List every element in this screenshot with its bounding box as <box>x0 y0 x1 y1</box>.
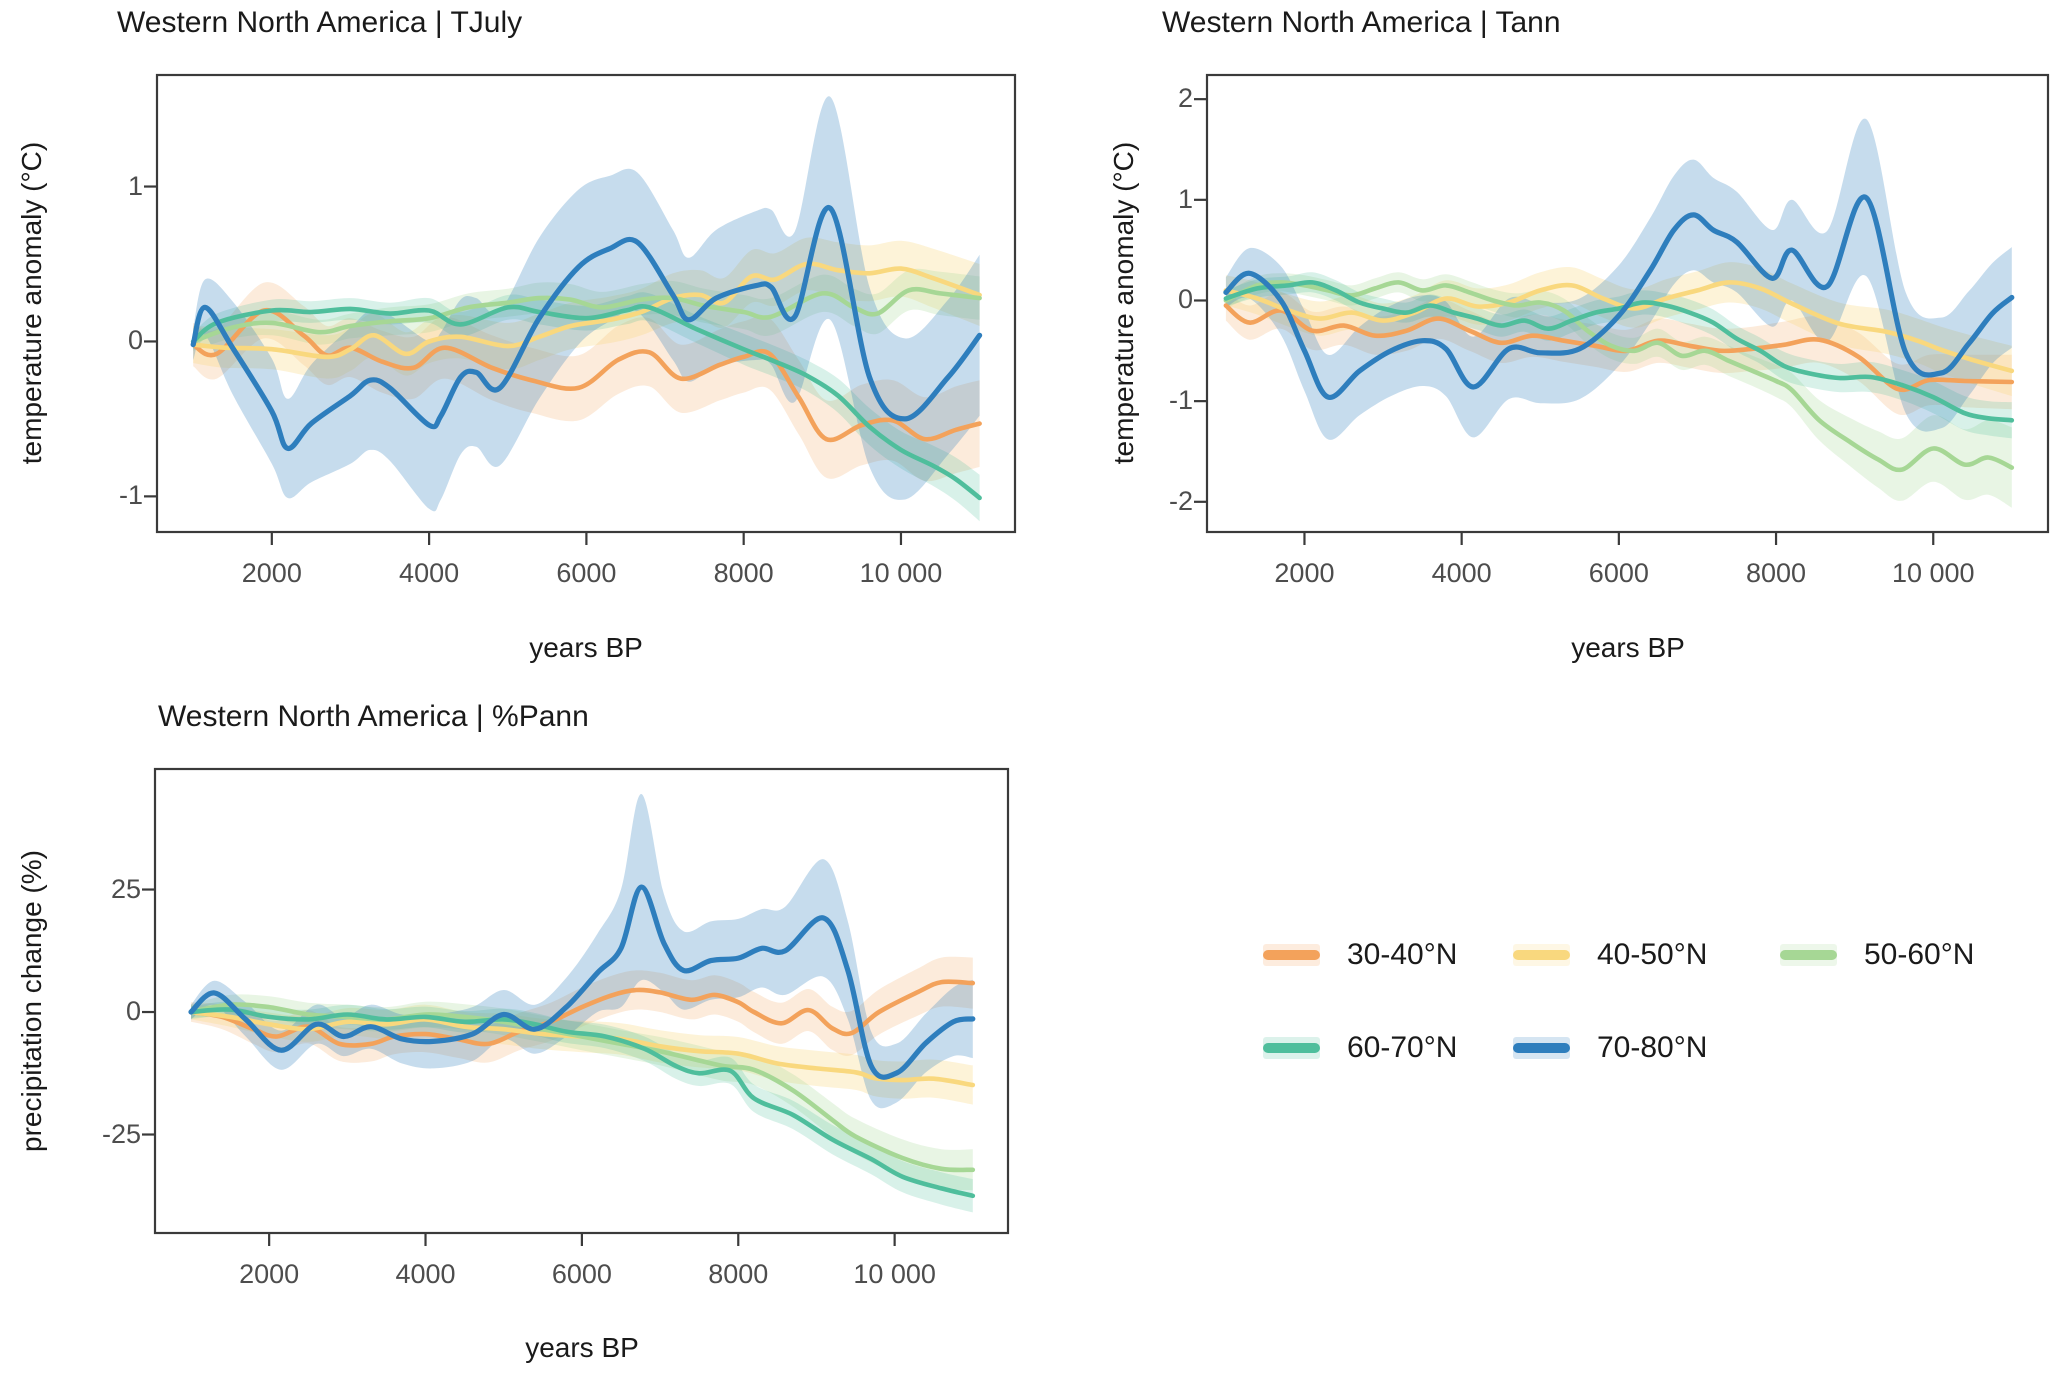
y-tick-label: 0 <box>1177 284 1193 315</box>
series-line-70-80°N <box>188 884 976 1080</box>
legend-label-60-70N: 60-70°N <box>1347 1031 1458 1064</box>
legend-label-40-50N: 40-50°N <box>1597 938 1708 971</box>
series-line-50-60°N <box>1223 280 2015 473</box>
x-tick-label: 10 000 <box>1891 558 1975 588</box>
x-tick-label: 6000 <box>556 558 617 588</box>
x-tick-label: 2000 <box>241 558 302 588</box>
legend-swatch-40-50N-icon <box>1513 944 1570 966</box>
y-tick-label: 2 <box>1177 83 1193 114</box>
chart-canvas-pann <box>142 767 1010 1246</box>
y-axis-title-tjuly: temperature anomaly (°C) <box>16 141 47 465</box>
series-line-70-80°N <box>1223 194 2015 400</box>
x-tick-label: 4000 <box>1431 558 1492 588</box>
series-band-60-70°N <box>1225 272 2012 439</box>
y-tick-label: -1 <box>1168 385 1193 416</box>
x-tick-label: 8000 <box>708 1259 769 1289</box>
series-band-70-80°N <box>1225 118 2012 440</box>
series-band-30-40°N <box>193 282 980 482</box>
x-tick-label: 4000 <box>395 1259 456 1289</box>
x-axis-title-pann: years BP <box>525 1332 639 1363</box>
panel-title-pann: Western North America | %Pann <box>158 700 589 733</box>
series-band-50-60°N <box>193 268 980 351</box>
series-line-40-50°N <box>1223 280 2015 374</box>
series-line-30-40°N <box>188 979 976 1048</box>
panel-title-tjuly: Western North America | TJuly <box>117 6 523 39</box>
series-group <box>190 96 983 522</box>
series-group <box>1223 118 2015 508</box>
y-tick-label: -25 <box>101 1118 141 1149</box>
panel-title-tann: Western North America | Tann <box>1162 6 1561 39</box>
series-line-60-70°N <box>190 304 982 501</box>
series-line-70-80°N <box>190 205 983 451</box>
x-tick-label: 2000 <box>239 1259 300 1289</box>
y-tick-label: 25 <box>110 873 141 904</box>
y-tick-label: -1 <box>118 480 143 511</box>
x-tick-label: 10 000 <box>853 1259 936 1289</box>
chart-canvas-tjuly <box>144 73 1017 545</box>
y-tick-label: 1 <box>1177 183 1193 214</box>
x-tick-label: 4000 <box>399 558 460 588</box>
series-band-60-70°N <box>193 292 980 522</box>
y-tick-label: -2 <box>1168 485 1193 516</box>
series-band-30-40°N <box>191 956 973 1063</box>
series-line-50-60°N <box>190 286 982 344</box>
series-band-40-50°N <box>1225 262 2012 397</box>
series-line-40-50°N <box>190 261 982 360</box>
series-line-30-40°N <box>1223 303 2015 393</box>
x-tick-label: 2000 <box>1274 558 1335 588</box>
legend-swatch-50-60N-icon <box>1780 944 1837 966</box>
legend-label-50-60N: 50-60°N <box>1864 938 1975 971</box>
legend-label-70-80N: 70-80°N <box>1597 1031 1708 1064</box>
y-tick-label: 0 <box>125 996 141 1027</box>
legend-swatch-70-80N-icon <box>1513 1037 1570 1059</box>
legend-swatch-60-70N-icon <box>1263 1037 1320 1059</box>
x-axis-title-tjuly: years BP <box>529 632 643 663</box>
y-tick-label: 0 <box>127 325 143 356</box>
x-axis-title-tann: years BP <box>1571 632 1685 663</box>
chart-canvas-tann <box>1194 73 2050 545</box>
x-tick-label: 6000 <box>551 1259 612 1289</box>
legend-label-30-40N: 30-40°N <box>1347 938 1458 971</box>
x-tick-label: 10 000 <box>859 558 943 588</box>
x-tick-label: 8000 <box>713 558 774 588</box>
x-tick-label: 8000 <box>1746 558 1807 588</box>
series-group <box>188 793 976 1213</box>
series-line-60-70°N <box>1223 279 2015 423</box>
x-tick-label: 6000 <box>1588 558 1649 588</box>
legend-swatch-30-40N-icon <box>1263 944 1320 966</box>
series-line-60-70°N <box>188 1007 976 1199</box>
panel-border <box>1205 73 2050 534</box>
y-tick-label: 1 <box>127 170 143 201</box>
